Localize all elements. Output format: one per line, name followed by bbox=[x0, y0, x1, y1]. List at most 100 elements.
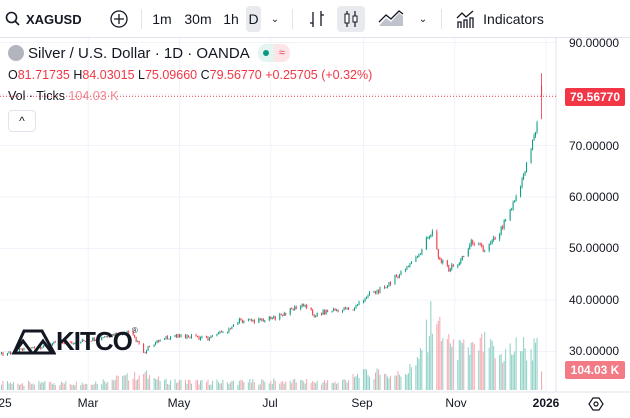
volume-bar bbox=[18, 384, 20, 390]
volume-bar bbox=[2, 380, 4, 390]
volume-bar bbox=[101, 384, 103, 390]
volume-bar bbox=[33, 384, 35, 390]
candle-body bbox=[389, 282, 391, 285]
candle-body bbox=[226, 332, 228, 333]
volume-bar bbox=[189, 379, 191, 390]
volume-bar bbox=[210, 384, 212, 390]
candle-body bbox=[51, 343, 53, 346]
volume-bar bbox=[137, 379, 139, 390]
area-style-button[interactable] bbox=[376, 6, 406, 32]
volume-bar bbox=[165, 378, 167, 390]
candle-body bbox=[117, 334, 119, 336]
volume-bar bbox=[86, 384, 88, 390]
bar-style-button[interactable] bbox=[304, 6, 330, 32]
volume-bar bbox=[69, 384, 71, 390]
compare-button[interactable] bbox=[106, 6, 132, 32]
candle-body bbox=[71, 342, 73, 344]
interval-1m[interactable]: 1m bbox=[150, 6, 174, 32]
candle-body bbox=[249, 319, 251, 321]
candle-body bbox=[533, 135, 535, 140]
candle-body bbox=[135, 336, 137, 342]
volume-bar bbox=[520, 351, 522, 390]
candle-body bbox=[41, 347, 43, 349]
volume-bar bbox=[446, 339, 448, 390]
volume-bar bbox=[153, 378, 155, 390]
candle-body bbox=[196, 335, 198, 337]
candle-style-button[interactable] bbox=[337, 6, 365, 32]
candle-body bbox=[220, 331, 222, 333]
high-label: H bbox=[73, 68, 83, 82]
symbol-search-button[interactable]: XAGUSD bbox=[4, 6, 104, 32]
candle-body bbox=[232, 324, 234, 327]
volume-bar bbox=[54, 384, 56, 390]
candle-body bbox=[159, 339, 161, 342]
candle-body bbox=[165, 336, 167, 340]
volume-bar bbox=[220, 383, 222, 390]
volume-bar bbox=[324, 380, 326, 390]
volume-bar bbox=[238, 380, 240, 390]
candle-body bbox=[261, 319, 263, 321]
volume-bar bbox=[325, 382, 327, 390]
volume-bar bbox=[322, 382, 324, 390]
high-value: 84.03015 bbox=[82, 68, 135, 82]
search-icon bbox=[5, 11, 20, 26]
candle-body bbox=[132, 332, 134, 335]
candle-body bbox=[282, 314, 284, 316]
candle-body bbox=[93, 337, 95, 341]
candle-body bbox=[446, 260, 448, 266]
candle-body bbox=[273, 316, 275, 318]
candle-body bbox=[300, 306, 302, 309]
interval-30m[interactable]: 30m bbox=[182, 6, 214, 32]
candle-body bbox=[488, 244, 490, 251]
candle-body bbox=[343, 307, 345, 310]
candle-body bbox=[324, 310, 326, 315]
collapse-legend-button[interactable]: ^ bbox=[8, 110, 36, 132]
volume-bar bbox=[42, 382, 44, 390]
market-status-badge[interactable]: ≈ bbox=[257, 44, 290, 62]
volume-bar bbox=[418, 358, 420, 390]
candle-body bbox=[482, 246, 484, 251]
settings-button[interactable] bbox=[588, 396, 604, 412]
volume-bar bbox=[301, 380, 303, 390]
volume-bar bbox=[373, 379, 375, 390]
volume-bar bbox=[232, 380, 234, 390]
volume-bar bbox=[167, 383, 169, 390]
candle-body bbox=[500, 226, 502, 235]
volume-bar bbox=[280, 381, 282, 390]
volume-bar bbox=[237, 384, 239, 390]
volume-bar bbox=[494, 358, 496, 390]
candle-body bbox=[84, 340, 86, 342]
indicators-button[interactable]: Indicators bbox=[452, 6, 547, 32]
silver-symbol-icon bbox=[8, 45, 24, 61]
candle-body bbox=[289, 308, 291, 315]
volume-bar bbox=[84, 383, 86, 390]
volume-bar bbox=[240, 379, 242, 390]
candle-body bbox=[216, 333, 218, 336]
candle-body bbox=[427, 237, 429, 239]
volume-bar bbox=[491, 340, 493, 390]
volume-bar bbox=[196, 379, 198, 390]
volume-bar bbox=[23, 385, 25, 390]
candle-body bbox=[536, 122, 538, 133]
volume-bar bbox=[470, 342, 472, 390]
volume-bar bbox=[271, 384, 273, 390]
candle-body bbox=[158, 340, 160, 342]
volume-bar bbox=[472, 341, 474, 390]
chart-type-dropdown[interactable]: ⌄ bbox=[414, 6, 432, 32]
interval-1h[interactable]: 1h bbox=[220, 6, 242, 32]
candle-body bbox=[388, 282, 390, 286]
candle-body bbox=[410, 261, 412, 264]
volume-bar bbox=[113, 380, 115, 390]
volume-bar bbox=[294, 378, 296, 390]
volume-bar bbox=[201, 380, 203, 390]
candles-icon bbox=[344, 11, 358, 27]
volume-bar bbox=[59, 385, 61, 390]
candle-body bbox=[2, 352, 4, 356]
interval-dropdown[interactable]: ⌄ bbox=[266, 6, 284, 32]
interval-1d[interactable]: D bbox=[246, 6, 261, 32]
candle-body bbox=[238, 318, 240, 323]
candle-body bbox=[348, 308, 350, 310]
volume-bar bbox=[515, 337, 517, 390]
candle-body bbox=[306, 305, 308, 308]
